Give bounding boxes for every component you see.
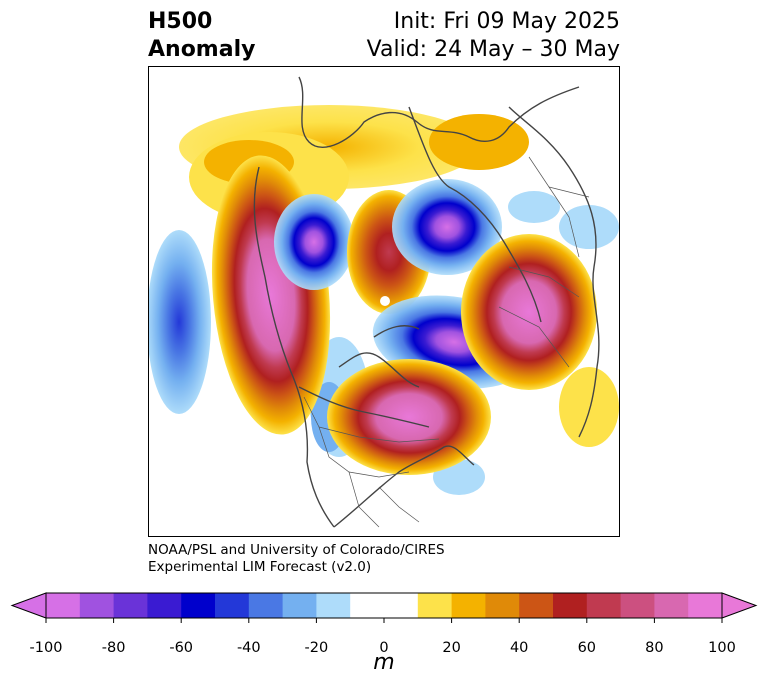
valid-range: Valid: 24 May – 30 May — [366, 37, 620, 62]
pacific-negative — [149, 230, 211, 414]
colorbar-tick-label: -20 — [304, 640, 329, 656]
colorbar-graphic — [10, 592, 758, 623]
coastlines — [253, 76, 600, 528]
barents-negative — [392, 179, 502, 275]
colorbar-bin — [282, 593, 317, 618]
colorbar-tick-label: 100 — [708, 640, 736, 656]
alaska-negative — [274, 194, 354, 290]
colorbar-tick-label: -60 — [169, 640, 194, 656]
map-title: H500 Anomaly — [148, 8, 255, 64]
colorbar-bin — [316, 593, 351, 618]
colorbar — [0, 588, 768, 658]
colorbar-bin — [519, 593, 554, 618]
credit-line-1: NOAA/PSL and University of Colorado/CIRE… — [148, 542, 445, 558]
political-borders — [303, 156, 590, 528]
colorbar-bin — [113, 593, 148, 618]
map-panel — [148, 66, 620, 537]
credit-text: NOAA/PSL and University of Colorado/CIRE… — [148, 542, 445, 576]
colorbar-max-extend — [721, 592, 758, 619]
init-date: Init: Fri 09 May 2025 — [393, 9, 620, 34]
colorbar-tick-label: 40 — [509, 640, 529, 656]
siberia-positive — [461, 234, 597, 390]
colorbar-bin — [350, 593, 385, 618]
colorbar-unit: m — [373, 650, 395, 675]
colorbar-tick-label: 0 — [379, 640, 389, 656]
forecast-dates: Init: Fri 09 May 2025 Valid: 24 May – 30… — [367, 8, 620, 64]
colorbar-bin — [181, 593, 216, 618]
colorbar-tick-label: 20 — [442, 640, 461, 656]
colorbar-bin — [485, 593, 520, 618]
colorbar-bin — [620, 593, 655, 618]
colorbar-bin — [688, 593, 723, 618]
colorbar-bin — [147, 593, 182, 618]
colorbar-bin — [46, 593, 81, 618]
title-type: Anomaly — [148, 37, 256, 62]
colorbar-tick-label: -80 — [101, 640, 126, 656]
colorbar-tick-label: 60 — [577, 640, 597, 656]
colorbar-bin — [553, 593, 588, 618]
colorbar-tick-label: -40 — [236, 640, 261, 656]
colorbar-bin — [248, 593, 284, 618]
colorbar-tick-label: 80 — [645, 640, 664, 656]
colorbar-bin — [215, 593, 250, 618]
pole-marker — [380, 296, 390, 306]
anomaly-map — [149, 76, 619, 528]
colorbar-tick-label: -100 — [29, 640, 63, 656]
credit-line-2: Experimental LIM Forecast (v2.0) — [148, 559, 372, 575]
colorbar-bin — [79, 593, 115, 618]
colorbar-bin — [384, 593, 419, 618]
title-variable: H500 — [148, 9, 213, 34]
colorbar-min-extend — [10, 592, 47, 619]
colorbar-bin — [451, 593, 486, 618]
colorbar-bin — [654, 593, 689, 618]
colorbar-bin — [586, 593, 622, 618]
colorbar-bin — [417, 593, 453, 618]
